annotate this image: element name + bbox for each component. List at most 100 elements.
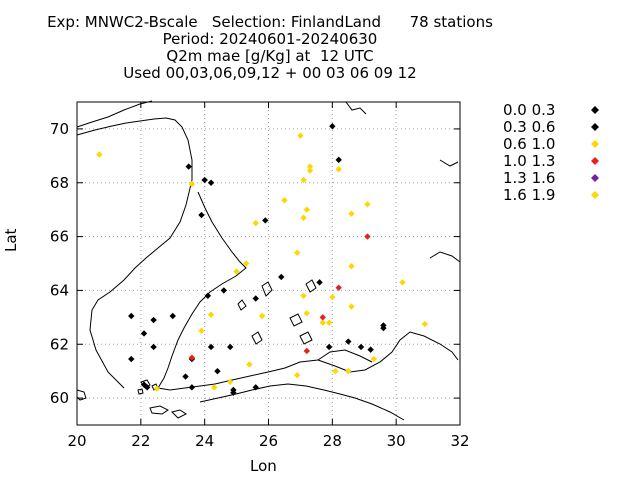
data-point (364, 201, 371, 208)
data-point (306, 167, 314, 174)
data-point (300, 292, 307, 299)
data-point (188, 354, 196, 361)
legend-label: 1.3 1.6 (503, 169, 556, 187)
data-point (198, 211, 205, 219)
data-point (262, 217, 269, 224)
legend-marker (591, 191, 599, 199)
legend-label: 0.6 1.0 (503, 135, 556, 153)
title-line-1: Exp: MNWC2-Bscale Selection: FinlandLand… (47, 13, 493, 31)
legend-marker (591, 123, 599, 131)
data-point (325, 319, 333, 326)
data-point (220, 287, 228, 294)
legend-label: 1.0 1.3 (503, 152, 556, 170)
coastline-map (76, 100, 461, 421)
x-tick-label: 32 (450, 432, 469, 450)
x-tick-label: 20 (67, 432, 86, 450)
data-point (230, 389, 237, 396)
y-tick-label: 66 (50, 228, 69, 246)
data-point (294, 372, 301, 379)
data-point (297, 132, 304, 139)
data-point (211, 384, 218, 391)
data-point (300, 176, 307, 184)
axis-ticks: 20 22 24 26 28 30 32 60 62 64 66 68 70 (50, 102, 470, 450)
data-point (153, 385, 160, 392)
data-point (303, 310, 310, 317)
x-tick-label: 30 (387, 432, 406, 450)
legend-entry: 0.0 0.3 (503, 102, 603, 119)
y-tick-label: 60 (50, 389, 69, 407)
data-point (227, 378, 234, 386)
legend-marker (591, 174, 599, 182)
legend-entry: 1.0 1.3 (503, 153, 603, 170)
data-point (367, 346, 374, 353)
data-point (380, 322, 387, 329)
title-line-2: Period: 20240601-20240630 (162, 30, 378, 48)
data-point (325, 343, 333, 351)
data-point (399, 279, 406, 286)
y-tick-label: 62 (50, 335, 69, 353)
data-point (345, 367, 352, 375)
data-point (214, 367, 221, 375)
data-point (227, 343, 234, 351)
data-point (329, 293, 336, 301)
data-point (128, 355, 135, 363)
data-point (182, 373, 189, 380)
y-tick-label: 70 (50, 120, 69, 138)
data-point (198, 327, 205, 334)
data-point (252, 384, 259, 391)
data-point (348, 303, 355, 310)
data-point (188, 180, 196, 188)
legend-entry: 0.6 1.0 (503, 136, 603, 153)
data-point (128, 312, 135, 320)
legend-marker (591, 157, 599, 165)
data-point (207, 179, 215, 186)
data-point (185, 163, 192, 170)
data-point (252, 295, 259, 302)
data-point (348, 210, 355, 217)
data-point (421, 320, 429, 328)
data-point (303, 347, 310, 355)
data-point (303, 206, 310, 213)
data-point (207, 343, 215, 351)
data-point (300, 214, 307, 221)
data-point (233, 268, 240, 275)
legend-label: 1.6 1.9 (503, 186, 556, 204)
x-tick-label: 28 (323, 432, 342, 450)
data-point (144, 384, 151, 391)
data-point (252, 219, 259, 227)
data-point (204, 292, 212, 299)
legend-entry: 1.3 1.6 (503, 170, 603, 187)
y-axis-label: Lat (2, 228, 20, 252)
data-point (316, 279, 323, 286)
legend: 0.0 0.3 0.3 0.6 0.6 1.0 1.0 1.3 1.3 1.6 … (503, 102, 603, 204)
data-point (246, 361, 253, 368)
y-tick-label: 64 (50, 281, 69, 299)
data-point (335, 284, 342, 291)
data-points (96, 123, 429, 396)
x-tick-label: 24 (195, 432, 214, 450)
data-point (319, 314, 326, 321)
data-point (150, 343, 157, 351)
legend-marker (591, 106, 599, 114)
legend-label: 0.0 0.3 (503, 101, 556, 119)
x-tick-label: 26 (259, 432, 278, 450)
title-line-4: Used 00,03,06,09,12 + 00 03 06 09 12 (123, 64, 417, 82)
data-point (370, 355, 378, 363)
data-point (335, 166, 342, 173)
data-point (348, 262, 355, 270)
chart-title: Exp: MNWC2-Bscale Selection: FinlandLand… (0, 14, 540, 82)
grid-lines (77, 102, 460, 425)
data-point (335, 156, 342, 164)
data-point (96, 151, 103, 158)
data-point (345, 338, 352, 345)
data-point (278, 273, 285, 281)
x-axis-label: Lon (250, 457, 277, 475)
data-point (258, 312, 266, 320)
data-point (364, 233, 371, 240)
legend-label: 0.3 0.6 (503, 118, 556, 136)
data-point (201, 176, 208, 184)
title-line-3: Q2m mae [g/Kg] at 12 UTC (166, 47, 374, 65)
data-point (140, 330, 148, 337)
x-tick-label: 22 (131, 432, 150, 450)
